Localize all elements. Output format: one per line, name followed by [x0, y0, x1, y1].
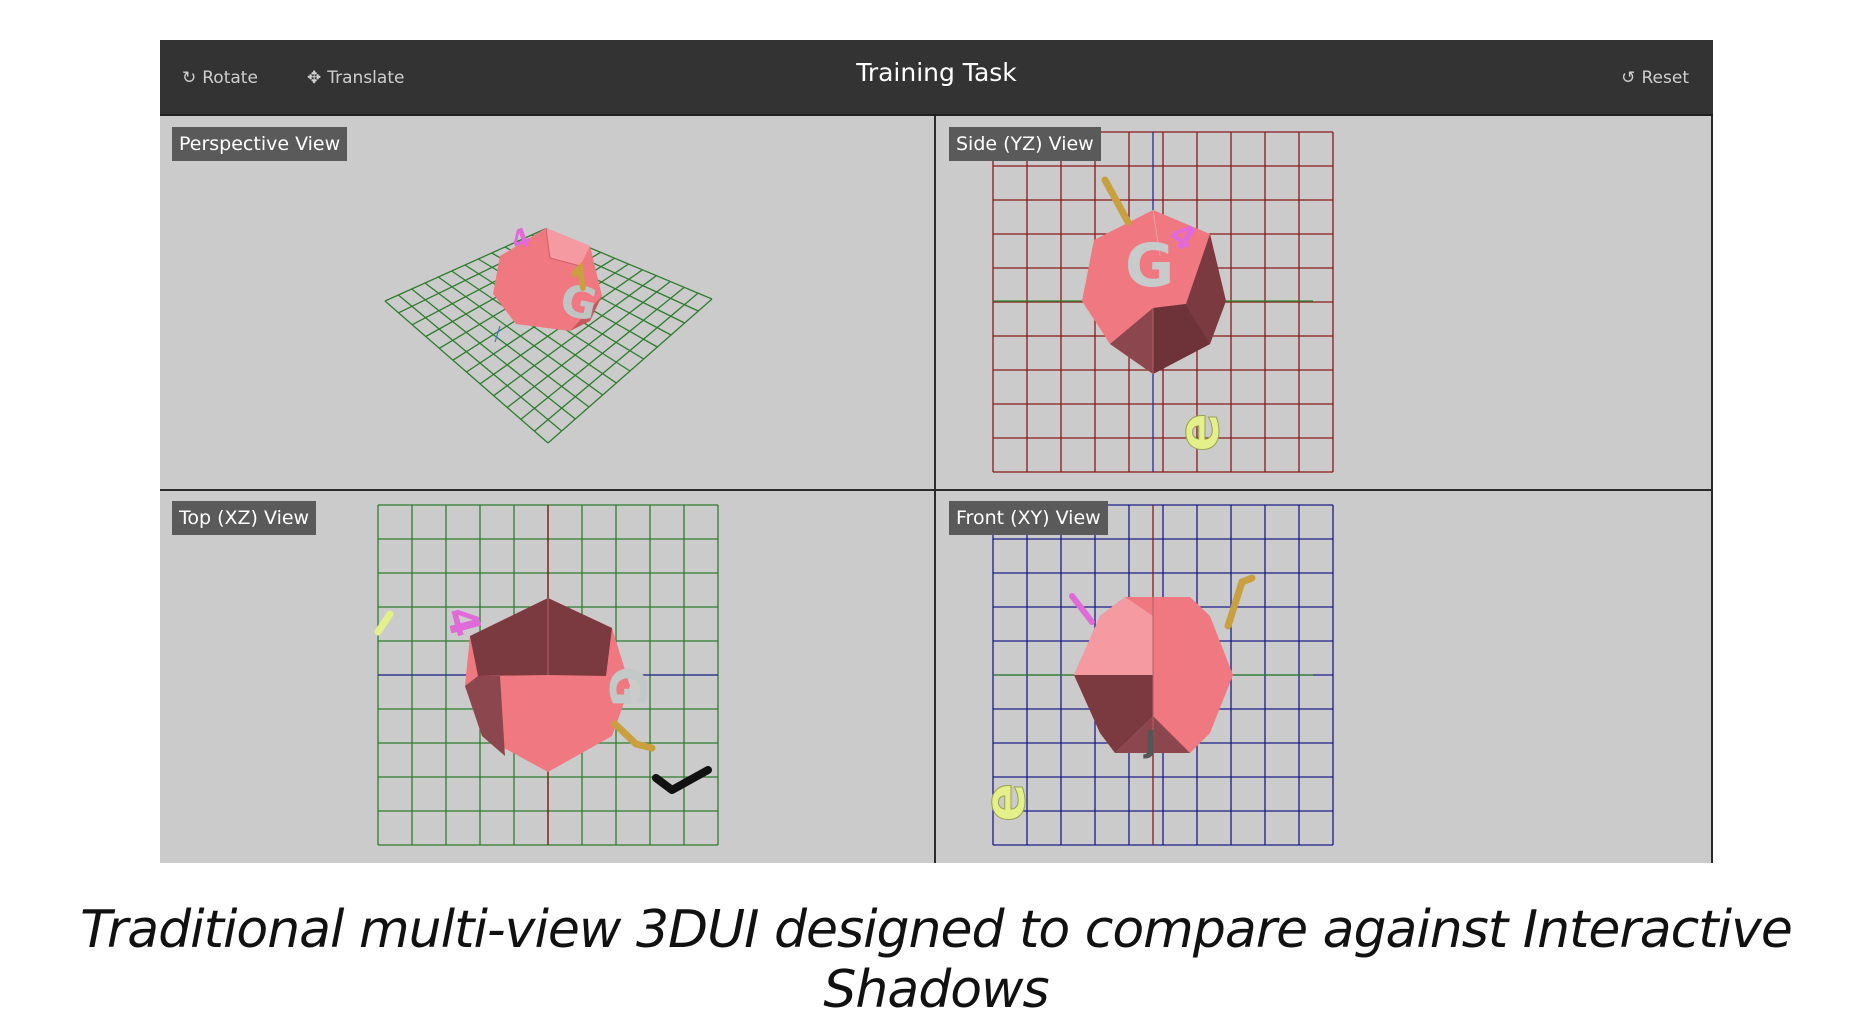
letter-g: G: [1125, 231, 1174, 301]
label-top-view: Top (XZ) View: [172, 501, 317, 535]
front-object[interactable]: J e: [970, 574, 1256, 823]
side-viewport[interactable]: G 4 e: [992, 131, 1334, 473]
toolbar: ↻ Rotate ✥ Translate Training Task ↺ Res…: [160, 40, 1713, 116]
move-arrows-icon: ✥: [307, 68, 322, 88]
front-viewport[interactable]: J e: [970, 504, 1334, 846]
rotate-button[interactable]: ↻ Rotate: [182, 63, 258, 93]
window-title: Training Task: [856, 58, 1017, 87]
top-object[interactable]: G 4: [374, 598, 712, 794]
letter-e: e: [1164, 413, 1232, 452]
viewport-grid: G 4 G 4: [160, 116, 1713, 863]
letter-g: G: [598, 666, 656, 707]
side-object[interactable]: G 4 e: [1082, 176, 1233, 453]
app-window: ↻ Rotate ✥ Translate Training Task ↺ Res…: [160, 40, 1713, 863]
viewports-canvas[interactable]: G 4 G 4: [160, 116, 1713, 863]
letter-e: e: [970, 783, 1038, 822]
horizontal-divider: [160, 489, 1713, 491]
label-perspective-view: Perspective View: [172, 127, 348, 161]
top-viewport[interactable]: G 4: [374, 504, 719, 846]
letter-j-shadow: J: [1143, 725, 1156, 760]
figure-caption: Traditional multi-view 3DUI designed to …: [80, 900, 1793, 1020]
label-front-view: Front (XY) View: [949, 501, 1108, 535]
translate-label: Translate: [327, 68, 405, 88]
label-side-view: Side (YZ) View: [949, 127, 1101, 161]
checkmark-icon: [652, 766, 712, 794]
right-border: [1711, 116, 1713, 863]
translate-button[interactable]: ✥ Translate: [307, 63, 404, 93]
refresh-icon: ↻: [182, 68, 197, 88]
perspective-object[interactable]: G 4: [493, 222, 602, 332]
undo-icon: ↺: [1621, 68, 1636, 88]
reset-label: Reset: [1641, 68, 1690, 88]
rotate-label: Rotate: [202, 68, 258, 88]
reset-button[interactable]: ↺ Reset: [1621, 63, 1689, 93]
perspective-viewport[interactable]: G 4: [384, 222, 713, 444]
